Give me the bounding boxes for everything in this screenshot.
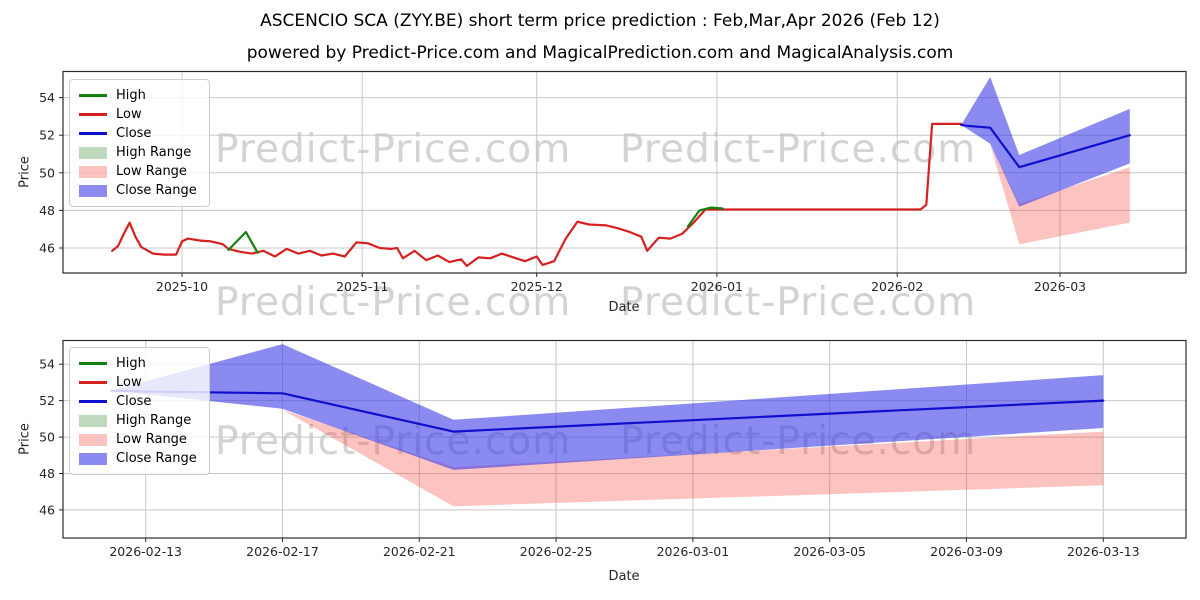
legend-swatch <box>79 146 107 159</box>
legend-label: High Range <box>116 413 192 428</box>
legend-swatch <box>79 94 107 97</box>
legend-label: High <box>116 88 146 103</box>
legend-item-low-range: Low Range <box>79 430 197 449</box>
x-tick-label: 2026-02-21 <box>383 544 456 559</box>
x-tick-label: 2026-03-09 <box>930 544 1003 559</box>
legend-item-close: Close <box>79 392 197 411</box>
legend-label: Close Range <box>116 183 197 198</box>
legend-item-high: High <box>79 354 197 373</box>
legend-label: Close Range <box>116 451 197 466</box>
legend-item-high: High <box>79 86 197 105</box>
series-close <box>960 123 1131 169</box>
y-tick-label: 52 <box>39 393 55 408</box>
chart-title: ASCENCIO SCA (ZYY.BE) short term price p… <box>260 11 940 31</box>
legend-item-close-range: Close Range <box>79 181 197 200</box>
legend-swatch <box>79 414 107 427</box>
x-tick-label: 2026-03-05 <box>793 544 866 559</box>
x-tick-label: 2026-03-01 <box>657 544 730 559</box>
x-tick-label: 2026-02-17 <box>246 544 319 559</box>
legend-item-high-range: High Range <box>79 143 197 162</box>
x-tick-label: 2025-10 <box>156 279 208 294</box>
legend-swatch <box>79 362 107 365</box>
legend-top-chart: High Low Close High Range Low Range Close Ran… <box>69 79 210 207</box>
legend-swatch <box>79 433 107 446</box>
y-tick-label: 52 <box>39 128 55 143</box>
legend-swatch <box>79 113 107 116</box>
legend-label: Low Range <box>116 432 187 447</box>
y-tick-label: 50 <box>39 430 55 445</box>
band-close-range <box>111 344 1104 470</box>
x-tick-label: 2025-11 <box>336 279 388 294</box>
legend-swatch <box>79 381 107 384</box>
watermark-text: Predict-Price.com <box>620 127 977 172</box>
legend-item-high-range: High Range <box>79 411 197 430</box>
x-axis-label-top: Date <box>608 300 640 315</box>
x-tick-label: 2026-03 <box>1034 279 1086 294</box>
legend-item-close-range: Close Range <box>79 449 197 468</box>
legend-item-low-range: Low Range <box>79 162 197 181</box>
y-tick-label: 54 <box>39 357 55 372</box>
legend-label: Close <box>116 126 152 141</box>
y-tick-label: 48 <box>39 203 55 218</box>
series-high <box>686 206 724 228</box>
x-tick-label: 2026-01 <box>691 279 743 294</box>
legend-item-low: Low <box>79 373 197 392</box>
series-high <box>227 230 259 254</box>
x-tick-label: 2026-02-25 <box>520 544 593 559</box>
legend-swatch <box>79 132 107 135</box>
y-tick-label: 46 <box>39 241 55 256</box>
series-low <box>111 122 963 267</box>
band-close-range <box>961 77 1130 207</box>
x-tick-label: 2026-03-13 <box>1067 544 1140 559</box>
legend-swatch <box>79 400 107 403</box>
legend-bottom-chart: High Low Close High Range Low Range Close Ran… <box>69 347 210 475</box>
legend-label: Low <box>116 107 142 122</box>
x-tick-label: 2025-12 <box>511 279 563 294</box>
legend-label: Close <box>116 394 152 409</box>
band-low-range <box>282 409 1104 507</box>
plot-border <box>62 339 1187 539</box>
legend-label: High Range <box>116 145 192 160</box>
legend-label: Low Range <box>116 164 187 179</box>
y-axis-label-top: Price <box>17 156 33 188</box>
y-axis-label-bottom: Price <box>17 423 33 455</box>
legend-swatch <box>79 452 107 465</box>
y-tick-label: 54 <box>39 90 55 105</box>
plot-border <box>62 70 1187 274</box>
watermark-text: Predict-Price.com <box>215 280 572 325</box>
legend-item-close: Close <box>79 124 197 143</box>
y-tick-label: 50 <box>39 165 55 180</box>
y-tick-label: 46 <box>39 502 55 517</box>
x-axis-label-bottom: Date <box>608 569 640 584</box>
watermark-text: Predict-Price.com <box>620 280 977 325</box>
legend-label: High <box>116 356 146 371</box>
watermark-text: Predict-Price.com <box>215 127 572 172</box>
x-tick-label: 2026-02-13 <box>109 544 182 559</box>
band-low-range <box>990 144 1130 245</box>
legend-item-low: Low <box>79 105 197 124</box>
legend-label: Low <box>116 375 142 390</box>
chart-subtitle: powered by Predict-Price.com and Magical… <box>246 43 954 63</box>
legend-swatch <box>79 165 107 178</box>
legend-swatch <box>79 184 107 197</box>
x-tick-label: 2026-02 <box>871 279 923 294</box>
y-tick-label: 48 <box>39 466 55 481</box>
